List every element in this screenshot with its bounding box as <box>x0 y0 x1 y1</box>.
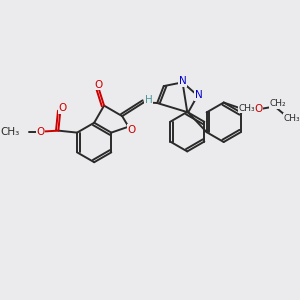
Text: N: N <box>179 76 186 86</box>
Text: CH₃: CH₃ <box>238 104 255 113</box>
Text: O: O <box>58 103 66 113</box>
Text: CH₃: CH₃ <box>1 127 20 136</box>
Text: O: O <box>36 127 44 136</box>
Text: O: O <box>94 80 102 90</box>
Text: O: O <box>254 103 262 113</box>
Text: N: N <box>195 91 203 100</box>
Text: O: O <box>127 124 135 134</box>
Text: CH₃: CH₃ <box>284 114 300 123</box>
Text: CH₂: CH₂ <box>269 99 286 108</box>
Text: H: H <box>145 94 152 104</box>
